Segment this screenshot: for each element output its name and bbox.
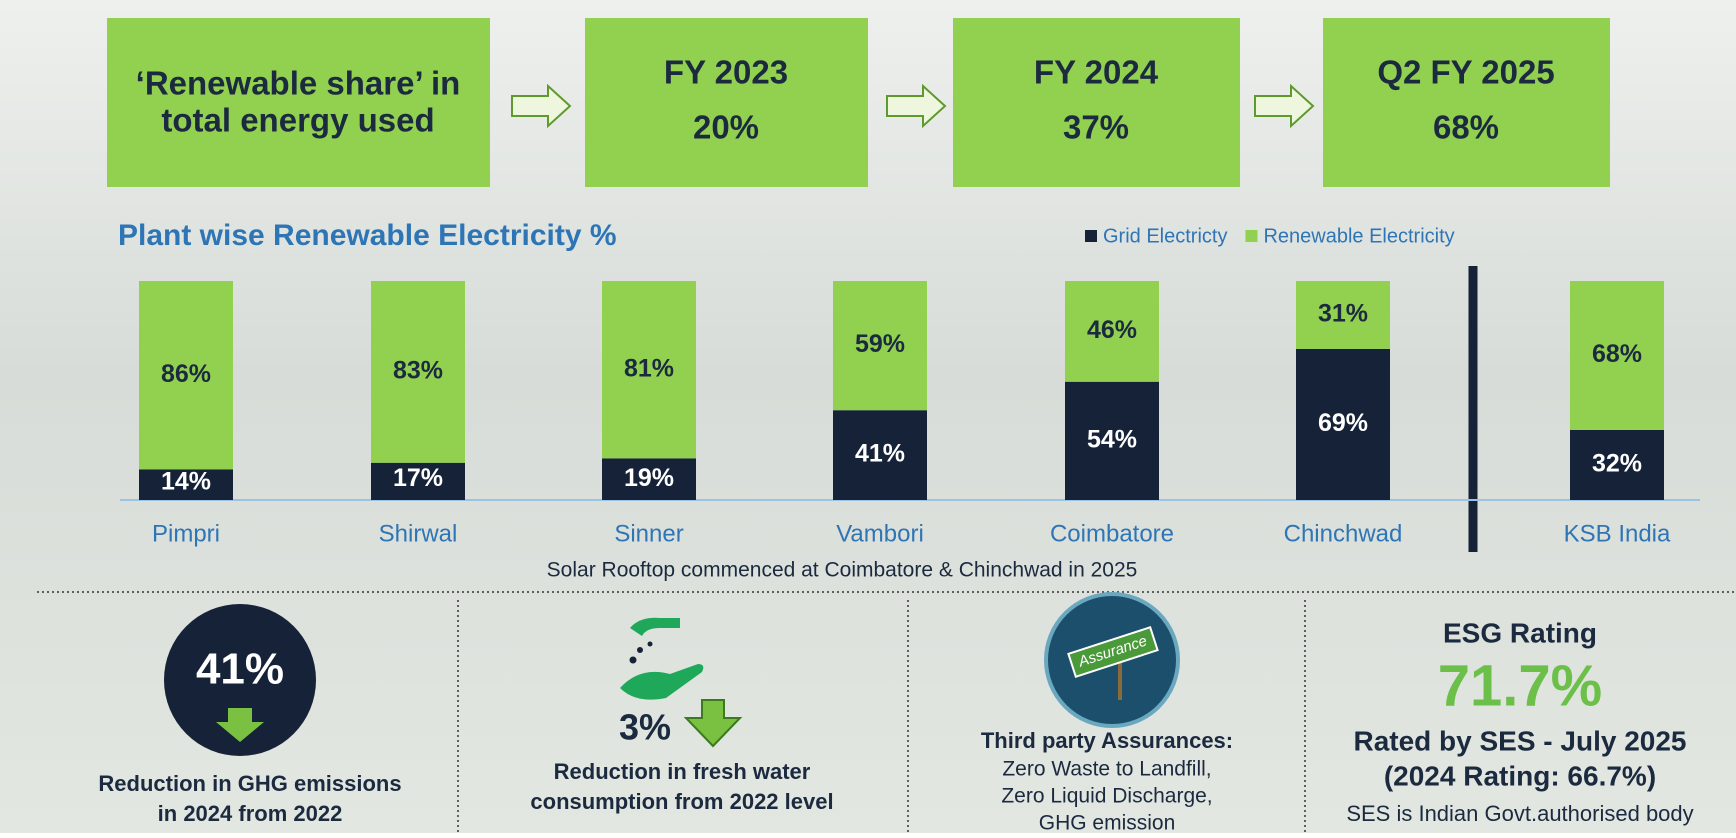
- bar-segment: [371, 281, 465, 463]
- ghg-value: 41%: [196, 645, 284, 694]
- value-label: 14%: [161, 467, 211, 495]
- value-label: 31%: [1318, 300, 1368, 328]
- esg-value: 71.7%: [1438, 653, 1602, 718]
- down-arrow: [683, 699, 743, 748]
- arrow: [886, 83, 947, 129]
- value-label: 86%: [161, 360, 211, 388]
- box-text: FY 2023: [664, 54, 788, 91]
- value-label: 54%: [1087, 425, 1137, 453]
- esg-text: (2024 Rating: 66.7%): [1384, 760, 1656, 791]
- bar-segment: [1296, 348, 1390, 500]
- info-box: [107, 18, 490, 187]
- info-box: [953, 18, 1240, 187]
- water-icon: [620, 617, 704, 700]
- category-label: Pimpri: [152, 520, 220, 547]
- chart-note: Solar Rooftop commenced at Coimbatore & …: [547, 559, 1138, 582]
- legend-swatch: [1085, 230, 1097, 242]
- value-label: 46%: [1087, 316, 1137, 344]
- ghg-text: in 2024 from 2022: [158, 801, 343, 826]
- bar-segment: [602, 458, 696, 500]
- bar-segment: [139, 281, 233, 470]
- assurance-title: Third party Assurances:: [981, 728, 1233, 753]
- box-text: FY 2024: [1034, 54, 1159, 91]
- value-label: 32%: [1592, 450, 1642, 478]
- bar-segment: [602, 281, 696, 459]
- value-label: 81%: [624, 354, 674, 382]
- bar-segment: [139, 469, 233, 500]
- value-label: 17%: [393, 464, 443, 492]
- value-label: 83%: [393, 356, 443, 384]
- bar-segment: [833, 281, 927, 411]
- bar-segment: [1065, 381, 1159, 500]
- value-label: 19%: [624, 464, 674, 492]
- category-label: Chinchwad: [1284, 520, 1403, 547]
- value-label: 68%: [1592, 340, 1642, 368]
- sign-post: [1118, 650, 1122, 700]
- assurance-text: Zero Liquid Discharge,: [1001, 785, 1212, 808]
- value-label: 41%: [855, 440, 905, 468]
- legend-label: Renewable Electricity: [1263, 225, 1454, 247]
- assurance-text: GHG emission: [1039, 812, 1176, 833]
- bar-segment: [1570, 281, 1664, 430]
- assurance-text: Zero Waste to Landfill,: [1002, 758, 1211, 781]
- sign: [1067, 626, 1159, 678]
- category-label: KSB India: [1564, 520, 1671, 547]
- legend-swatch: [1245, 230, 1258, 242]
- arrow: [1254, 83, 1315, 129]
- category-label: Shirwal: [379, 520, 458, 547]
- arrow: [511, 83, 572, 129]
- info-box: [1323, 18, 1610, 187]
- bar-segment: [1570, 429, 1664, 500]
- value-label: 69%: [1318, 409, 1368, 437]
- category-label: Coimbatore: [1050, 520, 1174, 547]
- legend-label: Grid Electricty: [1103, 225, 1227, 247]
- ghg-text: Reduction in GHG emissions: [98, 771, 401, 796]
- water-value: 3%: [619, 707, 671, 748]
- bar-segment: [833, 410, 927, 500]
- box-text: Q2 FY 2025: [1377, 54, 1554, 91]
- bar-segment: [1065, 281, 1159, 382]
- down-arrow: [216, 708, 264, 742]
- box-text: total energy used: [161, 102, 434, 139]
- category-label: Vambori: [836, 520, 924, 547]
- ghg-circle: [164, 604, 316, 756]
- box-text: 68%: [1433, 109, 1499, 146]
- esg-note: SES is Indian Govt.authorised body: [1346, 801, 1693, 826]
- box-text: 20%: [693, 109, 759, 146]
- bar-segment: [1296, 281, 1390, 349]
- water-text: consumption from 2022 level: [530, 789, 833, 814]
- chart-title: Plant wise Renewable Electricity %: [118, 219, 617, 252]
- box-text: ‘Renewable share’ in: [136, 65, 461, 102]
- bar-segment: [371, 462, 465, 500]
- box-text: 37%: [1063, 109, 1129, 146]
- info-box: [585, 18, 868, 187]
- value-label: 59%: [855, 330, 905, 358]
- esg-text: Rated by SES - July 2025: [1353, 725, 1686, 756]
- water-text: Reduction in fresh water: [554, 759, 811, 784]
- esg-title: ESG Rating: [1443, 617, 1597, 648]
- category-label: Sinner: [614, 520, 683, 547]
